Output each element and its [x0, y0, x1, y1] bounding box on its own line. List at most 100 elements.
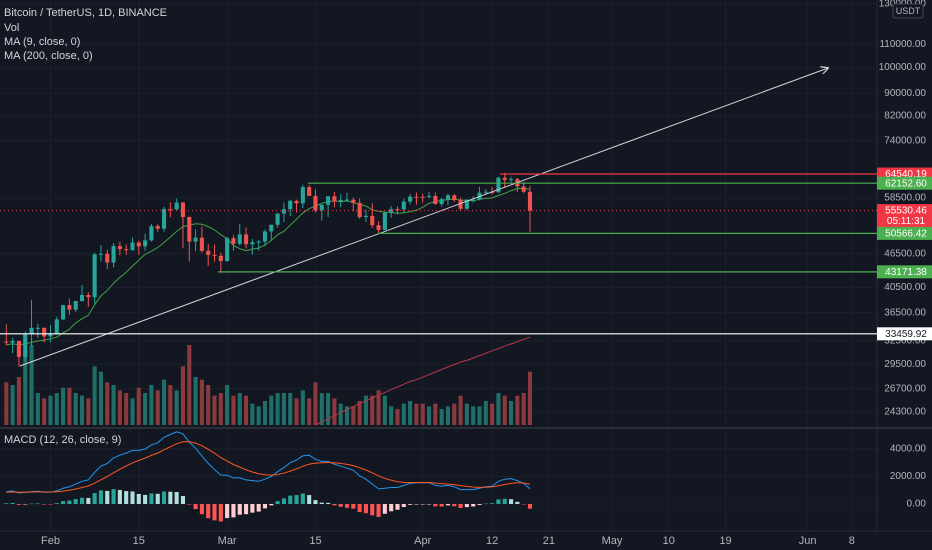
- candle-body: [10, 340, 15, 343]
- volume-bar: [212, 395, 217, 425]
- volume-bar: [168, 385, 173, 425]
- macd-histogram-bar: [225, 504, 230, 519]
- y-tick-label: 74000.00: [884, 135, 926, 146]
- volume-bar: [111, 385, 116, 425]
- candle-body: [35, 327, 40, 329]
- macd-histogram-bar: [408, 504, 413, 505]
- volume-bar: [420, 403, 425, 425]
- y-tick-label: 58500.00: [884, 193, 926, 204]
- candle-body: [483, 191, 488, 193]
- y-tick-label: 90000.00: [884, 88, 926, 99]
- candle-body: [16, 340, 21, 357]
- y-tick-label: 36500.00: [884, 307, 926, 318]
- volume-bar: [357, 401, 362, 425]
- x-tick-label: May: [602, 535, 623, 547]
- candle-body: [174, 202, 179, 210]
- candle-body: [61, 305, 66, 320]
- volume-bar: [471, 406, 476, 425]
- candle-body: [496, 177, 501, 193]
- volume-bar: [288, 393, 293, 425]
- candle-body: [275, 213, 280, 225]
- volume-bar: [155, 390, 160, 425]
- macd-histogram-bar: [357, 504, 362, 513]
- volume-bar: [262, 401, 268, 425]
- candle-body: [193, 237, 198, 242]
- candle-body: [326, 196, 331, 205]
- macd-histogram-bar: [509, 499, 514, 505]
- macd-histogram-bar: [313, 500, 318, 505]
- volume-bar: [206, 385, 211, 425]
- volume-bar: [496, 393, 501, 425]
- macd-histogram-bar: [124, 491, 129, 505]
- x-tick-label: 15: [133, 535, 145, 547]
- volume-bar: [256, 406, 261, 425]
- volume-bar: [244, 395, 249, 425]
- volume-bar: [389, 406, 394, 425]
- volume-bar: [42, 398, 47, 425]
- macd-histogram-bar: [199, 504, 204, 515]
- y-tick-label: 46500.00: [884, 248, 926, 259]
- volume-bar: [61, 387, 66, 425]
- candle-body: [225, 238, 230, 261]
- macd-histogram-bar: [73, 499, 78, 505]
- candle-body: [42, 327, 47, 337]
- volume-bar: [117, 390, 122, 425]
- price-tag: [877, 327, 932, 341]
- volume-bar: [300, 390, 305, 425]
- macd-tick-label: 0.00: [907, 499, 927, 510]
- volume-bar: [79, 395, 85, 425]
- volume-bar: [307, 398, 312, 425]
- macd-histogram-bar: [143, 494, 148, 505]
- macd-histogram-bar: [35, 503, 40, 505]
- macd-histogram-bar: [212, 504, 217, 521]
- volume-bar: [86, 398, 91, 425]
- x-tick-label: Mar: [218, 535, 237, 547]
- macd-histogram-bar: [344, 504, 350, 508]
- candle-body: [231, 238, 236, 244]
- volume-bar: [237, 393, 242, 425]
- volume-bar: [98, 371, 104, 425]
- macd-histogram-bar: [490, 503, 495, 505]
- candle-body: [351, 199, 356, 203]
- macd-histogram-bar: [515, 501, 520, 505]
- candle-body: [111, 246, 116, 263]
- volume-bar: [130, 398, 135, 425]
- trend-line: [19, 68, 828, 367]
- macd-histogram-bar: [149, 493, 154, 505]
- macd-histogram-bar: [29, 503, 34, 505]
- volume-bar: [269, 395, 274, 425]
- volume-bar: [527, 371, 533, 425]
- macd-histogram-bar: [168, 491, 173, 505]
- volume-bar: [344, 406, 350, 425]
- candle-body: [370, 215, 375, 226]
- candle-body: [73, 301, 78, 310]
- macd-histogram-bar: [382, 504, 387, 514]
- volume-bar: [281, 393, 286, 425]
- price-pane: [4, 172, 533, 426]
- price-tag-label: 50566.42: [885, 229, 927, 240]
- candle-body: [237, 234, 242, 244]
- axes: Feb15Mar15Apr1221May1019Jun8130000.00110…: [41, 0, 926, 547]
- volume-bar: [509, 401, 514, 425]
- volume-bar: [452, 403, 457, 425]
- macd-histogram-bar: [136, 493, 141, 505]
- macd-histogram-bar: [86, 497, 91, 505]
- volume-bar: [10, 385, 15, 425]
- candle-body: [54, 319, 59, 334]
- macd-histogram-bar: [269, 504, 274, 506]
- macd-histogram-bar: [439, 504, 444, 507]
- volume-bar: [23, 350, 28, 425]
- macd-histogram-bar: [464, 504, 469, 508]
- volume-bar: [161, 379, 167, 425]
- macd-histogram-bar: [61, 501, 66, 505]
- macd-histogram-bar: [376, 504, 381, 517]
- candle-body: [452, 195, 457, 201]
- macd-histogram-bar: [370, 504, 375, 516]
- candle-body: [521, 186, 526, 192]
- macd-histogram-bar: [502, 498, 507, 505]
- candle-body: [117, 246, 122, 250]
- candle-body: [218, 255, 223, 261]
- volume-bar: [4, 382, 9, 425]
- price-tag-label: 43171.38: [885, 267, 927, 278]
